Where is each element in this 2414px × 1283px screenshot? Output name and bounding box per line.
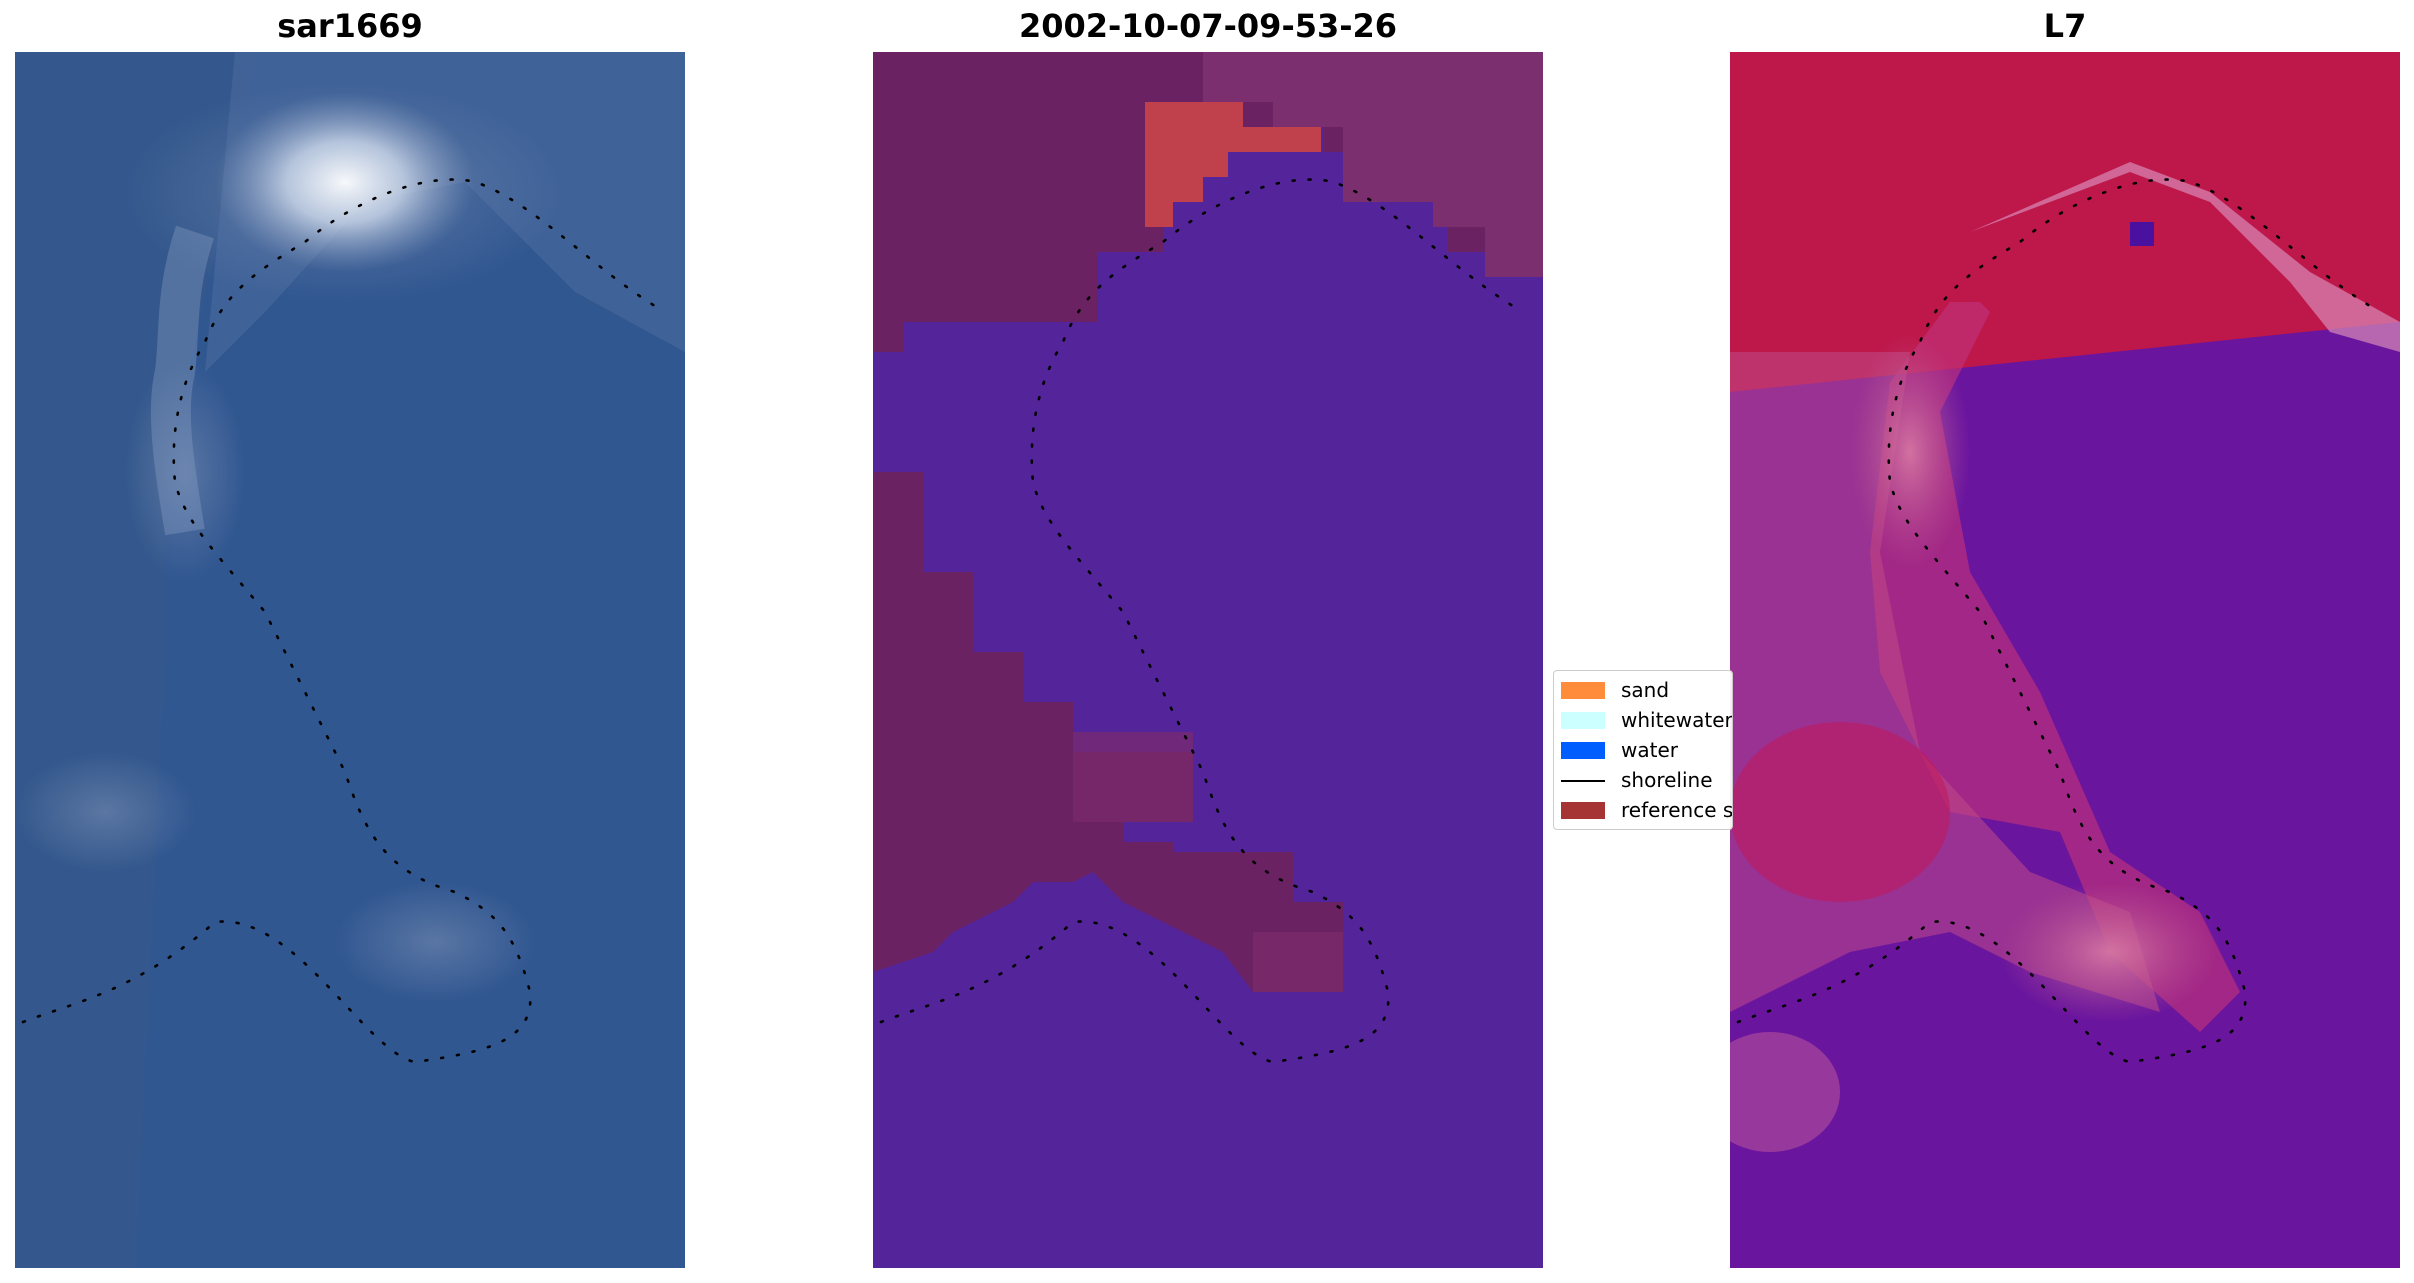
panel-title-index: L7 xyxy=(2043,7,2087,45)
legend-label: sand xyxy=(1621,678,1670,702)
legend-item-water: water xyxy=(1561,737,1678,763)
rgb-satellite-image xyxy=(15,52,685,1268)
classified-image xyxy=(873,52,1543,1268)
classified-image-panel xyxy=(873,52,1543,1268)
water-index-image xyxy=(1730,52,2400,1268)
shoreline-line-icon xyxy=(1561,772,1605,789)
whitewater-swatch xyxy=(1561,711,1605,729)
legend-item-whitewater: whitewater xyxy=(1561,707,1733,733)
legend-item-sand: sand xyxy=(1561,677,1669,703)
legend-label: whitewater xyxy=(1621,708,1733,732)
legend-item-shoreline: shoreline xyxy=(1561,767,1713,793)
legend-label: shoreline xyxy=(1621,768,1713,792)
water-swatch xyxy=(1561,741,1605,759)
index-image-panel xyxy=(1730,52,2400,1268)
legend-label: water xyxy=(1621,738,1678,762)
legend: sand whitewater water shoreline referenc… xyxy=(1553,670,1733,830)
sand-swatch xyxy=(1561,681,1605,699)
reference-shoreline-swatch xyxy=(1561,801,1605,819)
panel-title-rgb: sar1669 xyxy=(277,7,423,45)
legend-label: reference shoreline xyxy=(1621,798,1733,822)
legend-item-reference-shoreline: reference shoreline xyxy=(1561,797,1733,823)
panel-title-classified: 2002-10-07-09-53-26 xyxy=(1018,7,1398,45)
rgb-image-panel xyxy=(15,52,685,1268)
